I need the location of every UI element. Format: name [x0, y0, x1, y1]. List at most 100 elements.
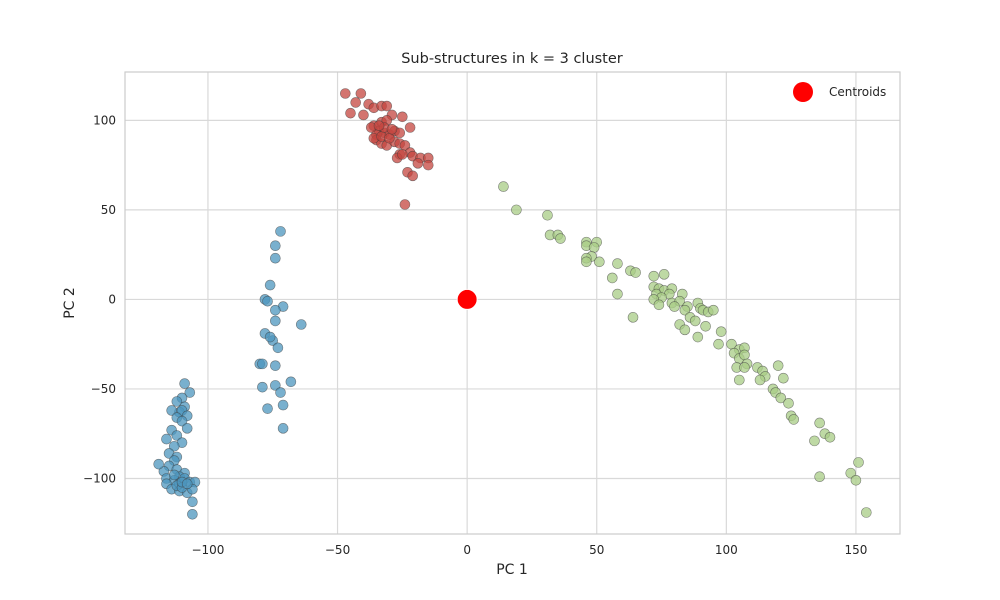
y-axis-title: PC 2: [62, 287, 78, 319]
scatter-point-cluster-3: [588, 242, 600, 253]
y-tick-label: 100: [93, 113, 116, 127]
scatter-point-cluster-1: [275, 387, 286, 398]
scatter-point-cluster-1: [168, 440, 180, 452]
scatter-point-cluster-2: [397, 149, 408, 160]
scatter-point-cluster-3: [581, 256, 592, 268]
scatter-point-cluster-2: [404, 122, 416, 133]
scatter-point-cluster-2: [355, 88, 367, 99]
scatter-point-cluster-3: [853, 457, 864, 468]
scatter-point-cluster-1: [272, 342, 284, 354]
scatter-point-cluster-3: [594, 256, 605, 268]
legend: Centroids: [793, 82, 886, 102]
scatter-point-cluster-3: [689, 315, 701, 327]
scatter-point-cluster-3: [809, 435, 820, 447]
plot-frame: [124, 71, 901, 535]
scatter-point-cluster-1: [171, 396, 183, 407]
scatter-point-cluster-1: [176, 415, 188, 427]
scatter-point-cluster-2: [373, 120, 385, 132]
y-tick-labels: −100 −50 0 50 100: [83, 113, 116, 485]
chart-title: Sub-structures in k = 3 cluster: [401, 51, 623, 67]
scatter-point-cluster-1: [264, 279, 276, 291]
scatter-point-cluster-2: [412, 158, 424, 169]
scatter-point-cluster-3: [754, 374, 766, 386]
x-tick-labels: −100 −50 0 50 100 150: [191, 543, 867, 557]
scatter-point-cluster-2: [407, 170, 419, 182]
scatter-point-cluster-1: [264, 331, 276, 343]
y-tick-label: −100: [83, 471, 116, 485]
scatter-point-cluster-3: [739, 349, 750, 361]
scatter-point-cluster-3: [612, 258, 623, 269]
scatter-point-cluster-1: [257, 381, 268, 393]
scatter-point-cluster-2: [386, 124, 398, 135]
scatter-point-cluster-3: [658, 269, 670, 280]
scatter-point-cluster-3: [627, 312, 639, 323]
scatter-point-cluster-1: [295, 319, 307, 330]
scatter-point-cluster-1: [171, 430, 183, 441]
scatter-point-cluster-3: [713, 338, 724, 350]
x-tick-label: 0: [463, 543, 471, 557]
scatter-point-cluster-1: [153, 458, 164, 470]
scatter-point-cluster-2: [350, 97, 361, 108]
scatter-point-cluster-1: [187, 509, 198, 520]
scatter-point-cluster-3: [715, 326, 727, 337]
scatter-point-cluster-1: [166, 405, 177, 416]
scatter-point-cluster-2: [358, 109, 369, 121]
scatter-point-cluster-3: [669, 301, 680, 312]
x-tick-label: −100: [191, 543, 224, 557]
scatter-point-cluster-3: [739, 362, 750, 373]
scatter-point-cluster-1: [277, 423, 289, 434]
scatter-point-cluster-3: [814, 417, 825, 429]
scatter-point-cluster-3: [861, 507, 872, 518]
legend-centroid-marker: [793, 82, 813, 102]
scatter-point-cluster-3: [692, 331, 704, 343]
x-tick-label: −50: [325, 543, 350, 557]
scatter-point-cluster-3: [733, 374, 745, 386]
scatter-point-cluster-1: [277, 399, 289, 411]
scatter-point-cluster-1: [270, 252, 281, 264]
scatter-point-cluster-3: [542, 209, 553, 221]
scatter-point-cluster-2: [397, 111, 408, 123]
scatter-point-cluster-1: [262, 403, 273, 414]
scatter-point-cluster-3: [772, 360, 784, 371]
scatter-point-cluster-1: [270, 304, 281, 316]
scatter-point-cluster-1: [270, 380, 281, 391]
centroid-point: [456, 288, 478, 310]
scatter-point-cluster-1: [181, 423, 193, 434]
scatter-point-cluster-2: [345, 107, 356, 119]
scatter-point-cluster-3: [783, 397, 794, 409]
scatter-point-cluster-2: [399, 199, 411, 210]
scatter-point-cluster-1: [257, 358, 268, 370]
scatter-point-cluster-3: [630, 267, 641, 278]
y-tick-label: 50: [101, 203, 116, 217]
y-tick-label: −50: [91, 382, 116, 396]
legend-centroids-label: Centroids: [829, 85, 886, 99]
scatter-point-cluster-3: [648, 270, 660, 282]
x-tick-label: 150: [844, 543, 867, 557]
scatter-point-cluster-3: [708, 304, 719, 316]
scatter-point-cluster-3: [555, 233, 566, 244]
scatter-point-cluster-3: [788, 414, 800, 425]
scatter-point-cluster-1: [184, 387, 196, 398]
scatter-point-cluster-3: [679, 304, 691, 316]
scatter-point-cluster-3: [679, 324, 691, 336]
scatter-point-cluster-1: [270, 315, 281, 327]
scatter-point-cluster-1: [270, 360, 281, 371]
data-points: [153, 88, 872, 520]
scatter-point-cluster-2: [340, 88, 351, 99]
x-axis-title: PC 1: [496, 562, 528, 578]
plot-area: [125, 72, 900, 534]
scatter-point-cluster-1: [285, 376, 297, 388]
x-tick-label: 50: [589, 543, 604, 557]
scatter-point-cluster-1: [270, 240, 281, 251]
scatter-point-cluster-1: [275, 226, 286, 237]
scatter-point-cluster-3: [700, 320, 711, 332]
y-tick-label: 0: [108, 292, 116, 306]
scatter-point-cluster-1: [181, 478, 193, 490]
scatter-point-cluster-1: [187, 496, 198, 508]
scatter-point-cluster-1: [161, 433, 172, 445]
scatter-point-cluster-3: [653, 299, 665, 311]
grid: [125, 72, 900, 534]
scatter-point-cluster-1: [168, 469, 180, 481]
scatter-point-cluster-3: [498, 181, 509, 192]
